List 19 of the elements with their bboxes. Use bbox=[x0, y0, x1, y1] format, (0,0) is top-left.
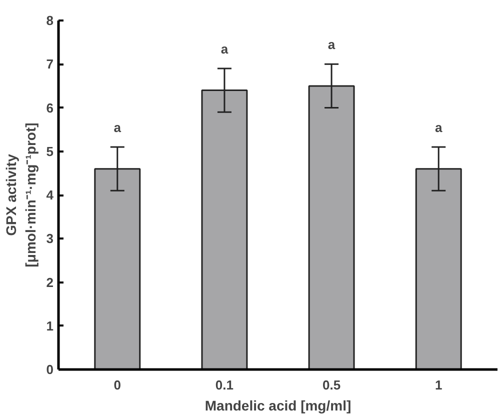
x-axis-title: Mandelic acid [mg/ml] bbox=[204, 398, 352, 414]
annotation: a bbox=[328, 37, 336, 52]
y-tick-label: 1 bbox=[46, 318, 54, 334]
annotation: a bbox=[114, 120, 122, 136]
x-tick-label: 0.5 bbox=[322, 378, 341, 392]
annotation: a bbox=[220, 41, 229, 56]
y-tick-label: 6 bbox=[46, 100, 54, 116]
y-tick-label: 3 bbox=[46, 231, 54, 246]
x-tick-label: 1 bbox=[434, 378, 442, 392]
annotation: a bbox=[434, 120, 443, 136]
y-tick-label: 7 bbox=[46, 56, 54, 72]
y-tick-label: 2 bbox=[46, 274, 54, 290]
y-tick-label: 8 bbox=[46, 13, 54, 28]
y-axis-title: GPX activity [μmol·min⁻¹·mg⁻¹prot] bbox=[3, 122, 38, 268]
y-tick-label: 0 bbox=[46, 362, 54, 377]
y-tick-label: 5 bbox=[46, 144, 54, 159]
x-tick-label: 0.1 bbox=[215, 378, 234, 392]
x-tick-label: 0 bbox=[114, 378, 122, 392]
y-tick-label: 4 bbox=[46, 188, 54, 202]
